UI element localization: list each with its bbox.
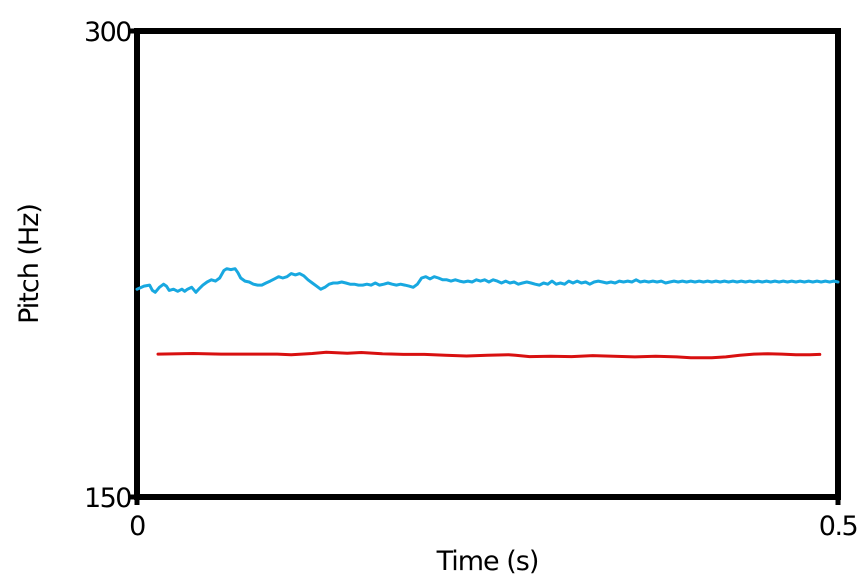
- pitch-series-line-1: [135, 267, 840, 294]
- y-tick-label: 150: [84, 483, 131, 514]
- plot-area: [134, 28, 841, 500]
- pitch-series-line-2: [156, 350, 822, 360]
- plot-frame: [134, 28, 841, 500]
- y-tick-label: 300: [84, 17, 131, 48]
- x-tick-label: 0.5: [819, 511, 857, 542]
- x-axis-title: Time (s): [436, 546, 539, 576]
- x-tick-label: 0: [129, 511, 145, 542]
- series-layer: [135, 267, 840, 360]
- y-axis-title: Pitch (Hz): [14, 204, 45, 324]
